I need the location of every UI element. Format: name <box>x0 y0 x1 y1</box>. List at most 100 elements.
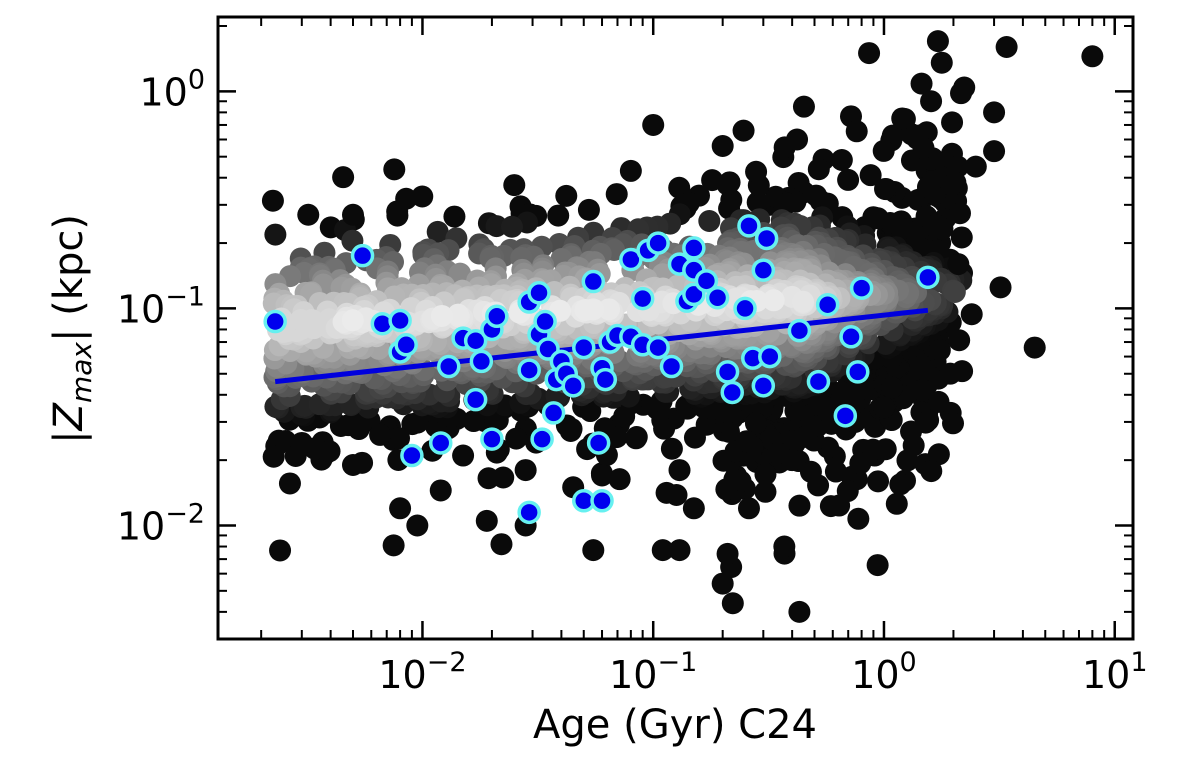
highlight-point <box>350 243 375 268</box>
background-point <box>598 298 621 321</box>
background-point <box>939 362 962 385</box>
y-tick-label: 10−2 <box>117 498 205 548</box>
background-point <box>964 155 987 178</box>
background-point <box>625 426 648 449</box>
highlight-point <box>733 296 757 321</box>
background-point <box>814 396 837 419</box>
background-point <box>885 492 908 515</box>
background-point <box>792 95 815 118</box>
highlight-point <box>485 304 509 329</box>
background-point <box>411 185 434 208</box>
background-point <box>582 298 605 321</box>
background-point <box>926 30 949 53</box>
background-point <box>443 205 466 228</box>
highlight-point <box>394 333 418 357</box>
background-point <box>582 539 605 562</box>
background-point <box>807 474 830 497</box>
highlight-point <box>646 335 670 360</box>
background-point <box>847 507 870 530</box>
background-point <box>711 572 734 595</box>
background-point <box>718 171 741 194</box>
x-tick-label: 10−1 <box>609 647 697 697</box>
background-point <box>788 494 811 517</box>
background-point <box>447 303 470 326</box>
background-point <box>406 411 429 434</box>
highlight-point <box>541 401 566 425</box>
background-point <box>717 401 740 424</box>
background-point <box>989 276 1012 299</box>
background-point <box>500 215 523 238</box>
x-tick-label: 100 <box>851 647 917 697</box>
background-point <box>995 36 1018 59</box>
highlight-point <box>839 325 863 349</box>
highlight-point <box>646 231 670 255</box>
background-point <box>503 174 526 197</box>
background-point <box>807 158 830 181</box>
highlight-point <box>715 360 740 384</box>
highlight-point <box>469 349 494 374</box>
highlight-point <box>581 269 606 294</box>
background-point <box>737 497 760 520</box>
highlight-point <box>916 265 940 290</box>
background-point <box>910 72 933 95</box>
y-axis-label: |Zmax| (kpc) <box>46 214 98 444</box>
highlight-point <box>561 374 585 398</box>
background-point <box>426 220 449 243</box>
highlight-point <box>751 258 776 282</box>
background-point <box>867 207 890 230</box>
background-point <box>866 554 889 577</box>
background-point <box>462 410 485 433</box>
background-point <box>605 183 628 206</box>
highlight-point <box>737 214 761 238</box>
background-point <box>278 472 301 495</box>
highlight-point <box>720 380 744 405</box>
background-point <box>341 453 364 476</box>
background-point <box>726 638 735 639</box>
background-point <box>613 405 636 428</box>
background-point <box>1081 45 1104 68</box>
background-point <box>941 111 964 134</box>
background-point <box>781 449 804 472</box>
background-point <box>746 191 769 214</box>
background-point <box>896 449 919 472</box>
background-point <box>711 134 734 157</box>
highlight-point <box>527 281 551 305</box>
background-point <box>754 463 777 486</box>
background-point <box>805 184 828 207</box>
background-point <box>1023 336 1046 359</box>
background-point <box>261 189 284 212</box>
background-point <box>555 184 578 207</box>
background-point <box>791 290 814 313</box>
highlight-point <box>630 286 655 311</box>
background-point <box>928 339 951 362</box>
x-tick-label: 10−2 <box>378 647 466 697</box>
background-point <box>927 443 950 466</box>
background-point <box>406 514 429 537</box>
points-layer <box>261 30 1104 639</box>
background-point <box>642 113 665 136</box>
background-point <box>452 444 475 467</box>
background-point <box>754 480 777 503</box>
highlight-point <box>849 276 874 300</box>
highlight-point <box>586 431 611 455</box>
background-point <box>341 309 364 332</box>
background-point <box>721 592 744 615</box>
background-point <box>983 140 1006 163</box>
background-point <box>591 464 614 487</box>
background-point <box>683 426 706 449</box>
background-point <box>872 139 895 162</box>
background-point <box>332 166 355 189</box>
highlight-point <box>846 360 870 384</box>
highlight-point <box>593 367 618 392</box>
background-point <box>914 411 937 434</box>
background-point <box>547 204 570 227</box>
background-point <box>514 459 537 482</box>
highlight-point <box>590 489 614 513</box>
background-point <box>290 431 313 454</box>
background-point <box>490 533 513 556</box>
background-point <box>890 217 913 240</box>
highlight-point <box>751 374 776 398</box>
background-point <box>889 473 912 496</box>
background-point <box>960 303 983 326</box>
background-point <box>913 359 936 382</box>
